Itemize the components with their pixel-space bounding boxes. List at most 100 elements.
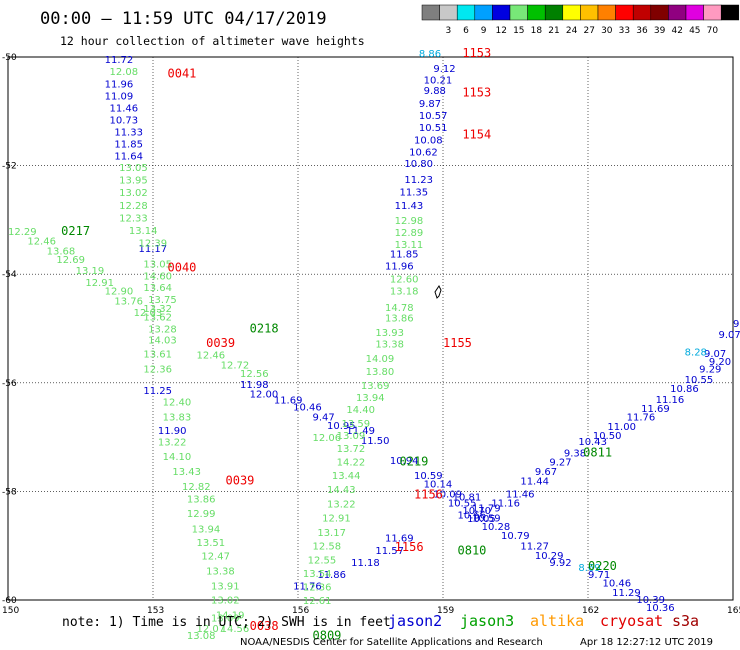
satellite-legend-cryosat: cryosat — [600, 612, 663, 630]
wave-height-label: 10.59 — [472, 513, 501, 524]
wave-height-label: 11.96 — [385, 262, 414, 273]
wave-height-label: 9.20 — [709, 357, 731, 368]
scale-label: 3 — [446, 26, 452, 36]
scale-swatch — [456, 4, 476, 21]
wave-height-label: 11.23 — [404, 175, 433, 186]
wave-height-label: 8.69 — [578, 563, 600, 574]
footer-credit: NOAA/NESDIS Center for Satellite Applica… — [240, 637, 543, 648]
wave-height-label: 12.36 — [303, 582, 332, 593]
wave-height-label: 13.28 — [148, 325, 177, 336]
wave-height-label: 8.86 — [419, 49, 441, 60]
wave-height-label: 11.44 — [520, 477, 549, 488]
scale-label: 27 — [583, 26, 594, 36]
x-tick-label: 156 — [292, 606, 309, 616]
wave-height-label: 13.91 — [211, 581, 240, 592]
wave-height-label: 12.39 — [139, 239, 168, 250]
wave-height-label: 11.72 — [105, 55, 134, 66]
wave-height-label: 12.82 — [182, 482, 211, 493]
wave-height-label: 13.43 — [172, 467, 201, 478]
chart-subtitle: 12 hour collection of altimeter wave hei… — [60, 34, 365, 48]
scale-label: 18 — [531, 26, 543, 36]
scale-label: 42 — [671, 26, 682, 36]
wave-height-label: 13.95 — [119, 176, 148, 187]
x-tick-label: 162 — [582, 606, 599, 616]
wave-height-label: 10.57 — [419, 111, 448, 122]
wave-height-label: 13.68 — [47, 246, 76, 257]
pass-time-label: 1156 — [395, 540, 424, 554]
wave-height-label: 10.08 — [414, 136, 443, 147]
wave-height-label: 14.09 — [366, 354, 395, 365]
wave-height-label: 10.28 — [482, 522, 511, 533]
wave-height-label: 9.38 — [564, 448, 586, 459]
satellite-legend: jason2 jason3 altika cryosat s3a — [388, 612, 699, 630]
scale-swatch — [439, 4, 458, 21]
pass-time-label: 1156 — [414, 488, 443, 502]
scale-swatch — [615, 4, 634, 21]
scale-label: 45 — [689, 26, 700, 36]
wave-height-label: 12.98 — [395, 216, 424, 227]
scale-label: 21 — [548, 26, 559, 36]
wave-height-label: 10.39 — [636, 595, 665, 606]
scale-swatch — [474, 4, 493, 21]
scale-swatch — [668, 4, 687, 21]
pass-time-label: 0809 — [313, 628, 342, 642]
wave-height-label: 10.51 — [419, 123, 448, 134]
wave-height-label: 13.76 — [114, 296, 143, 307]
scale-label: 33 — [619, 26, 630, 36]
wave-height-label: 10.66 — [458, 511, 487, 522]
wave-height-label: 11.33 — [114, 127, 143, 138]
wave-height-label: 12.40 — [163, 397, 192, 408]
wave-height-label: 12.91 — [322, 513, 351, 524]
wave-height-label: 12.47 — [201, 551, 230, 562]
wave-height-label: 10.29 — [535, 551, 564, 562]
wave-height-label: 12.28 — [119, 201, 148, 212]
scale-label: 15 — [513, 26, 524, 36]
x-tick-label: 165 — [727, 606, 740, 616]
island-outline — [434, 285, 442, 299]
scale-swatch — [544, 4, 564, 21]
wave-height-label: 13.11 — [395, 240, 424, 251]
scale-swatch — [492, 4, 511, 21]
wave-height-label: 12.69 — [56, 255, 85, 266]
wave-height-label: 11.85 — [390, 250, 419, 261]
wave-height-label: 10.59 — [414, 471, 443, 482]
wave-height-label: 13.72 — [337, 444, 366, 455]
pass-time-label: 1155 — [443, 336, 472, 350]
wave-height-label: 13.64 — [143, 283, 172, 294]
wave-height-label: 13.62 — [143, 313, 172, 324]
wave-height-label: 11.16 — [491, 498, 520, 509]
wave-height-label: 10.55 — [685, 375, 714, 386]
wave-height-label: 11.69 — [385, 534, 414, 545]
wave-height-label: 10.09 — [433, 490, 462, 501]
wave-height-label: 12.33 — [119, 214, 148, 225]
data-points: 11.7211.9611.0911.4610.7311.3311.8511.64… — [8, 46, 740, 642]
scale-swatch — [421, 4, 440, 21]
plot-frame — [7, 56, 734, 601]
scale-swatch — [597, 4, 616, 21]
wave-height-label: 14.78 — [385, 303, 414, 314]
scale-swatch — [685, 4, 704, 21]
wave-height-label: 11.16 — [656, 395, 685, 406]
wave-height-label: 11.98 — [240, 380, 269, 391]
wave-height-label: 14.19 — [216, 611, 245, 622]
wave-height-label: 10.21 — [424, 75, 453, 86]
wave-height-label: 9.87 — [419, 99, 441, 110]
scale-swatch — [562, 4, 581, 21]
wave-height-label: 11.17 — [139, 244, 168, 255]
scale-swatch — [527, 4, 546, 21]
wave-height-label: 11.46 — [110, 103, 139, 114]
wave-height-label: 10.46 — [603, 579, 632, 590]
wave-height-label: 10.95 — [327, 421, 356, 432]
wave-height-label: 10.62 — [409, 147, 438, 158]
wave-height-label: 12.61 — [303, 596, 332, 607]
scale-label: 24 — [566, 26, 578, 36]
pass-time-label: 1154 — [462, 128, 491, 142]
wave-height-label: 9.67 — [535, 467, 557, 478]
wave-height-label: 13.08 — [187, 631, 216, 642]
y-tick-label: -54 — [2, 270, 17, 280]
scale-swatch — [632, 4, 652, 21]
pass-time-label: 0219 — [400, 455, 429, 469]
wave-height-label: 14.60 — [143, 271, 172, 282]
wave-height-label: 10.80 — [404, 159, 433, 170]
